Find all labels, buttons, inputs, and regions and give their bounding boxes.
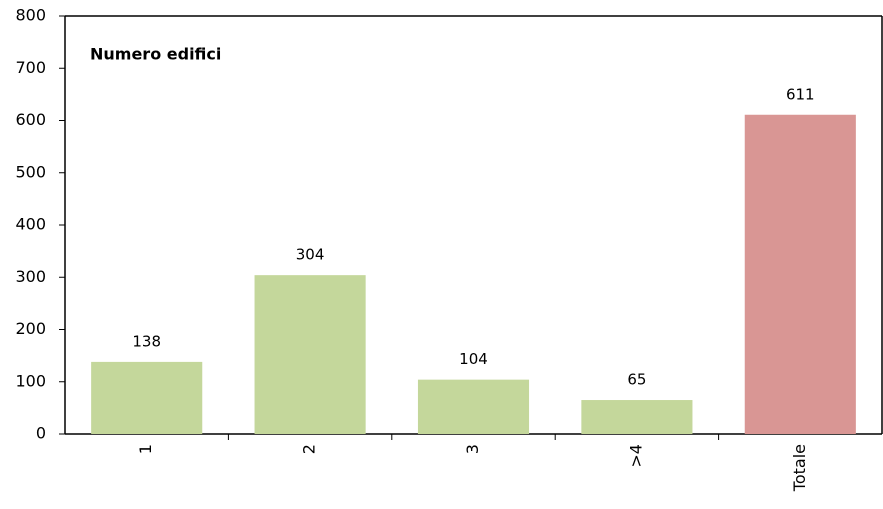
value-label: 104 [459,350,488,368]
value-label: 138 [132,332,161,350]
value-label: 65 [627,371,646,389]
y-tick-label: 0 [36,424,46,443]
value-label: 611 [786,85,815,103]
bar [417,379,530,434]
y-tick-label: 700 [15,58,46,77]
value-label: 304 [296,246,325,264]
x-tick-label: 1 [136,444,155,454]
y-tick-label: 300 [15,267,46,286]
y-tick-label: 500 [15,162,46,181]
bar [254,275,366,434]
x-tick-label: >4 [626,444,645,468]
y-tick-label: 400 [15,215,46,234]
bar [744,114,856,434]
y-tick-label: 600 [15,110,46,129]
x-tick-label: Totale [790,444,809,492]
y-tick-label: 100 [15,371,46,390]
x-tick-label: 2 [300,444,319,454]
chart-title: Numero edifici [90,45,221,64]
bar [581,400,693,434]
y-tick-label: 800 [15,6,46,25]
x-tick-label: 3 [463,444,482,454]
bar [91,361,203,434]
y-tick-label: 200 [15,319,46,338]
